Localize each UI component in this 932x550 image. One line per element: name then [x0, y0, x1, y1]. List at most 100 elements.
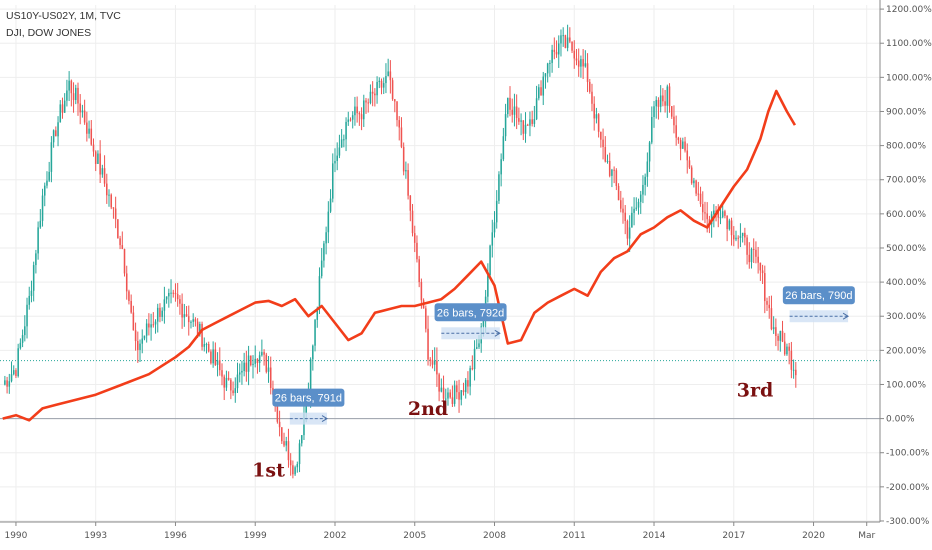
candle-body: [651, 117, 653, 143]
candle-body: [682, 141, 684, 149]
candle-body: [212, 349, 214, 364]
candle-body: [777, 335, 779, 341]
candle-body: [15, 370, 17, 377]
range-label-box: [782, 286, 855, 305]
x-tick-label: 1996: [164, 531, 187, 541]
candle-body: [298, 443, 301, 465]
candle-body: [210, 351, 212, 364]
candle-body: [438, 374, 440, 392]
candle-body: [106, 183, 108, 196]
candle-body: [187, 316, 190, 323]
x-axis: 1990 1993 1996 1999 2002 2005 2008 2011 2014 2017…: [0, 521, 880, 541]
candle-body: [622, 208, 624, 213]
candle-body: [584, 63, 587, 67]
candle-body: [285, 441, 288, 446]
candle-body: [413, 233, 416, 243]
candle-body: [449, 392, 451, 398]
candle-body: [719, 217, 722, 219]
legend-series-2[interactable]: DJI, DOW JONES: [6, 27, 92, 39]
y-tick-label: 900.00%: [886, 107, 926, 117]
y-axis: 1200.00% 1100.00% 1000.00% 900.00% 800.00% 70…: [879, 0, 932, 527]
candle-body: [456, 385, 458, 393]
candle-body: [564, 35, 567, 48]
candle-body: [783, 341, 786, 355]
range-arrowhead: [321, 415, 328, 423]
candle-body: [597, 114, 600, 132]
candle-body: [225, 377, 228, 388]
candle-body: [717, 211, 720, 218]
candle-body: [63, 100, 66, 113]
candle-body: [764, 273, 766, 302]
candle-body: [387, 71, 389, 77]
candle-body: [46, 180, 48, 186]
candle-body: [343, 139, 345, 141]
candle-body: [247, 355, 250, 372]
candle-body: [628, 227, 631, 239]
candle-body: [134, 330, 137, 342]
candle-body: [382, 83, 385, 88]
candle-body: [90, 128, 93, 145]
candle-body: [154, 321, 157, 325]
candle-body: [715, 210, 717, 212]
candle-body: [608, 160, 611, 176]
candle-body: [766, 301, 768, 305]
legend-series-1[interactable]: US10Y-US02Y, 1M, TVC: [6, 10, 121, 22]
candle-body: [701, 204, 704, 213]
candle-body: [108, 194, 110, 196]
candle-body: [635, 207, 638, 209]
candle-body: [482, 319, 485, 327]
candle-body: [453, 385, 456, 404]
candle-body: [478, 343, 480, 348]
candle-body: [48, 171, 50, 181]
candle-body: [526, 124, 529, 126]
candle-body: [86, 122, 88, 134]
candle-body: [17, 348, 19, 377]
candle-body: [730, 220, 733, 236]
candle-body: [269, 367, 272, 388]
candle-body: [391, 80, 394, 100]
candle-body: [617, 186, 620, 201]
candle-body: [276, 401, 279, 422]
candle-body: [74, 87, 77, 101]
candle-body: [256, 358, 259, 364]
candle-body: [221, 370, 223, 377]
candle-body: [236, 374, 239, 389]
candle-body: [431, 359, 434, 365]
candle-body: [152, 324, 155, 326]
candle-body: [389, 71, 392, 81]
candle-body: [143, 335, 146, 339]
candle-body: [77, 87, 79, 104]
candle-body: [380, 80, 383, 88]
dji-line: [2, 89, 797, 422]
range-label: 26 bars, 792d: [437, 307, 504, 319]
candle-body: [121, 245, 124, 249]
candle-body: [230, 379, 232, 391]
candle-body: [695, 180, 697, 194]
candle-body: [201, 323, 203, 347]
candle-body: [476, 347, 478, 349]
candle-body: [194, 319, 197, 322]
candle-body: [245, 362, 248, 372]
candle-body: [668, 86, 671, 107]
candle-body: [227, 377, 230, 380]
candle-body: [374, 93, 376, 96]
candle-body: [283, 441, 285, 446]
range-label-box: [434, 303, 507, 322]
y-tick-label: 300.00%: [886, 312, 926, 322]
x-tick-label: 2002: [324, 531, 347, 541]
candle-body: [267, 367, 270, 372]
candle-body: [606, 160, 609, 162]
candle-body: [602, 139, 604, 148]
candle-body: [52, 130, 55, 143]
candle-body: [733, 235, 735, 240]
candle-body: [513, 106, 516, 115]
candle-body: [553, 49, 556, 52]
candle-body: [114, 208, 117, 220]
candle-body: [287, 441, 290, 461]
candle-body: [420, 282, 423, 301]
annotation-text: 3rd: [737, 379, 774, 401]
candle-body: [471, 368, 474, 370]
x-tick-label: Mar: [858, 531, 875, 541]
x-tick-label: 2011: [563, 531, 586, 541]
candle-body: [752, 248, 755, 250]
